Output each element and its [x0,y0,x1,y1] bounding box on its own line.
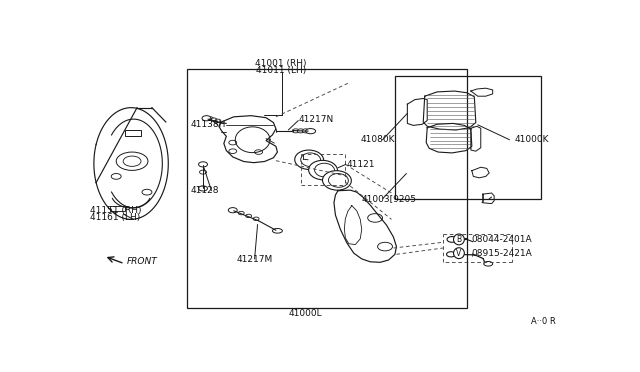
Circle shape [292,129,300,133]
Text: 41217N: 41217N [298,115,333,124]
Text: 41151 (RH): 41151 (RH) [90,206,141,215]
Bar [187,69,467,308]
Bar [125,130,141,136]
Circle shape [142,189,152,195]
Text: 08044-2401A: 08044-2401A [472,235,532,244]
Circle shape [202,116,211,121]
Text: 41138H: 41138H [190,121,225,129]
Text: 41000L: 41000L [289,310,323,318]
Text: FRONT: FRONT [127,257,158,266]
Circle shape [367,214,383,222]
Text: 41121: 41121 [347,160,375,169]
Ellipse shape [323,171,351,190]
Ellipse shape [306,129,316,134]
Bar [395,76,541,199]
Circle shape [238,211,244,215]
Text: 41003[9205-: 41003[9205- [362,194,420,203]
Circle shape [447,237,457,242]
Ellipse shape [484,262,493,266]
Circle shape [229,140,237,145]
Text: J: J [482,194,484,203]
Circle shape [200,170,207,174]
Text: 41128: 41128 [190,186,219,195]
Text: A··0 R: A··0 R [531,317,556,326]
Text: 41080K: 41080K [360,135,395,144]
Circle shape [116,152,148,170]
Circle shape [246,214,252,218]
Circle shape [207,117,213,120]
Circle shape [211,118,217,121]
Circle shape [297,129,304,133]
Ellipse shape [301,153,321,167]
Circle shape [302,129,309,133]
Ellipse shape [308,160,337,180]
Text: V: V [456,248,461,258]
Text: B: B [456,235,461,244]
Circle shape [215,119,221,122]
Circle shape [447,252,456,257]
Ellipse shape [328,174,348,187]
Circle shape [123,156,141,166]
Text: 41001 (RH): 41001 (RH) [255,59,307,68]
Ellipse shape [315,163,335,177]
Ellipse shape [273,228,282,233]
Circle shape [198,186,207,191]
Circle shape [253,217,259,221]
Text: 41161 (LH): 41161 (LH) [90,214,140,222]
Ellipse shape [295,150,324,170]
Circle shape [111,173,121,179]
Circle shape [229,149,237,154]
Text: 41000K: 41000K [515,135,549,144]
Circle shape [228,208,237,213]
Circle shape [378,242,392,251]
Circle shape [198,162,207,167]
Bar [110,206,125,211]
Text: 41217M: 41217M [236,255,273,264]
Circle shape [255,150,262,154]
Text: 41011 (LH): 41011 (LH) [256,66,306,75]
Text: 08915-2421A: 08915-2421A [472,248,532,258]
